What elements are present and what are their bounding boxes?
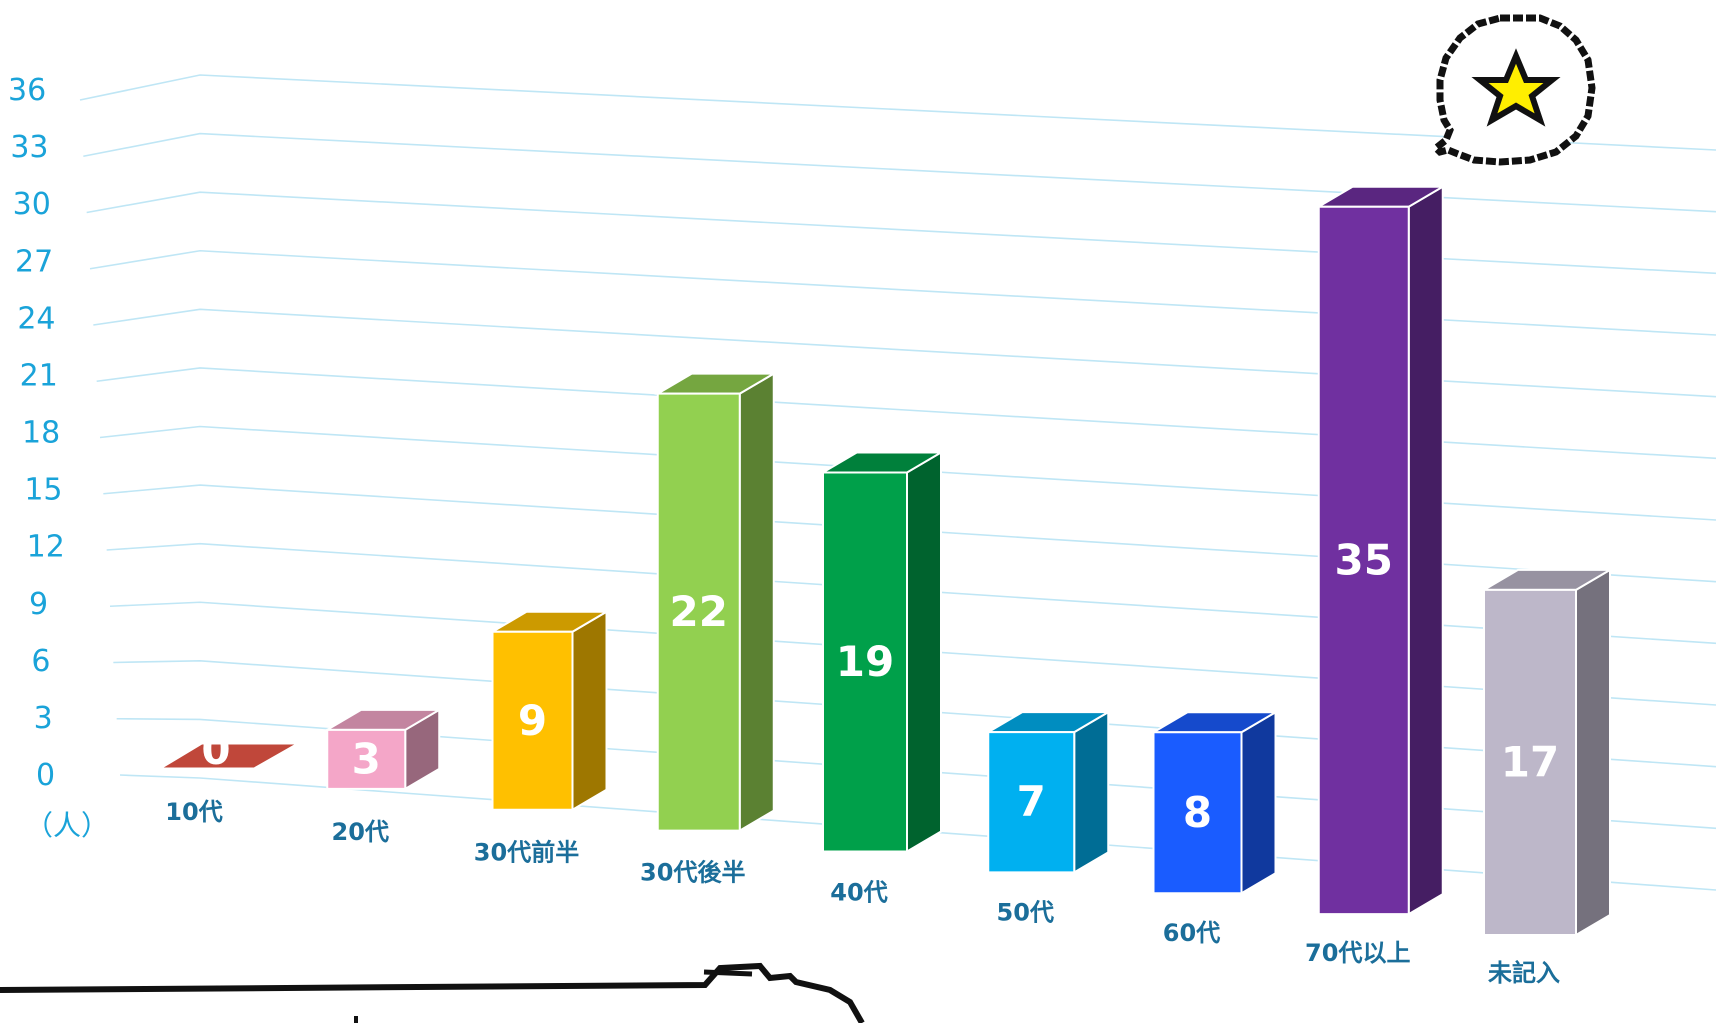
x-tick-label: 40代 (830, 879, 887, 907)
y-tick-label: 18 (22, 416, 60, 451)
x-tick-label: 20代 (332, 818, 389, 846)
bar-side (1240, 710, 1277, 895)
y-tick-label: 30 (13, 187, 51, 222)
bar: 8 (1149, 710, 1280, 895)
y-axis-unit: （人） (25, 809, 109, 842)
bar-side (571, 610, 608, 812)
gridline (86, 191, 1716, 275)
gridline (93, 308, 1716, 398)
bar: 22 (654, 371, 778, 833)
bar-front (822, 471, 908, 853)
y-tick-label: 0 (36, 758, 55, 793)
bar-front (1152, 731, 1243, 895)
gridline (106, 542, 1716, 645)
y-tick-label: 33 (10, 130, 48, 165)
bar-front (160, 743, 298, 769)
data-label: 3 (352, 734, 381, 783)
star-icon (1471, 48, 1561, 127)
y-tick-label: 9 (29, 587, 48, 622)
gridline (103, 484, 1716, 583)
gridline (96, 367, 1716, 460)
bar-front (1483, 588, 1577, 936)
bar-front (987, 731, 1076, 874)
x-tick-label: 未記入 (1488, 959, 1560, 987)
decorative-scribble (0, 962, 865, 1023)
data-label: 22 (670, 587, 728, 636)
x-tick-label: 10代 (165, 798, 222, 826)
data-label: 35 (1335, 535, 1393, 584)
bar-front (1317, 205, 1410, 916)
x-tick-label: 60代 (1163, 919, 1220, 947)
x-tick-label: 50代 (997, 899, 1054, 927)
bar: 19 (819, 450, 945, 854)
bar-front (491, 630, 574, 811)
y-tick-label: 3 (34, 701, 53, 736)
bars: 0 3 9 22 19 7 8 35 17 (160, 184, 1614, 937)
star-speech-bubble-icon (1430, 14, 1596, 166)
y-tick-label: 24 (17, 301, 55, 336)
bar-side (1073, 710, 1110, 875)
bar: 0 (160, 725, 298, 774)
gridline (83, 132, 1716, 213)
bar: 17 (1480, 568, 1614, 937)
x-tick-label: 30代後半 (640, 858, 745, 886)
y-tick-label: 15 (24, 473, 62, 508)
data-label: 0 (201, 725, 230, 774)
data-label: 17 (1501, 737, 1559, 786)
gridline (89, 249, 1716, 336)
bar: 35 (1315, 184, 1447, 916)
gridline (79, 74, 1716, 151)
y-tick-label: 27 (15, 244, 53, 279)
y-tick-label: 21 (20, 358, 58, 393)
bar-side (906, 450, 942, 854)
bar-side (738, 371, 775, 833)
gridline (109, 601, 1716, 706)
data-label: 7 (1017, 777, 1046, 826)
y-tick-label: 12 (27, 530, 65, 565)
gridlines (79, 74, 1716, 891)
bar: 3 (323, 708, 443, 791)
y-tick-label: 36 (8, 73, 46, 108)
bar-side (1575, 568, 1611, 937)
bar: 7 (984, 710, 1112, 875)
x-tick-label: 30代前半 (474, 838, 579, 866)
y-tick-label: 6 (31, 644, 50, 679)
data-label: 8 (1183, 788, 1212, 837)
bar: 9 (488, 610, 611, 812)
x-tick-label: 70代以上 (1305, 939, 1410, 967)
data-label: 19 (836, 637, 894, 686)
gridline (99, 425, 1716, 521)
bar-side (1407, 184, 1444, 916)
bar-front (326, 728, 407, 790)
bar-front (656, 392, 741, 832)
data-label: 9 (518, 696, 547, 745)
